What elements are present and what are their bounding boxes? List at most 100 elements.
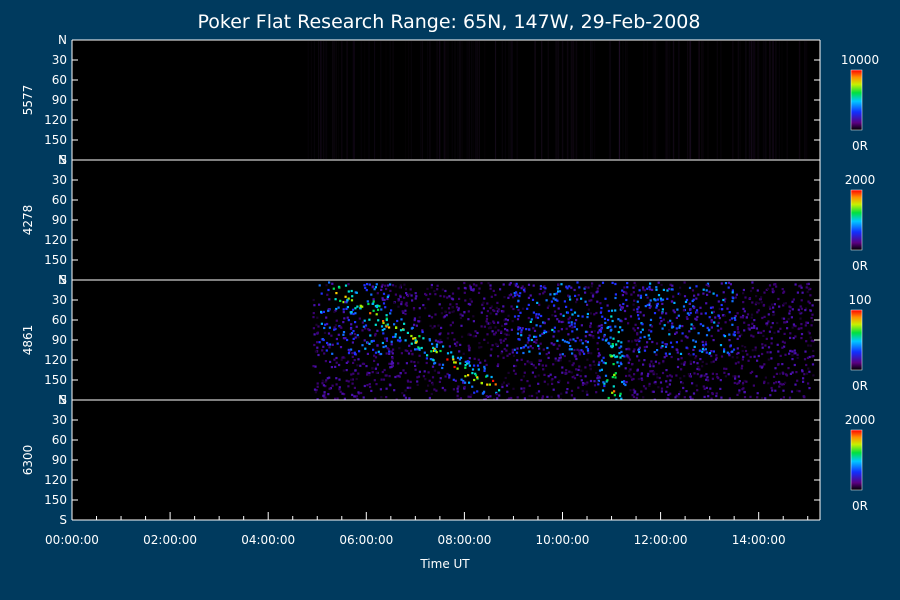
emission-pixel <box>661 345 664 348</box>
emission-pixel <box>507 382 510 385</box>
emission-pixel <box>522 351 525 355</box>
emission-pixel <box>520 347 523 350</box>
emission-pixel <box>511 320 514 323</box>
emission-pixel <box>500 330 503 333</box>
emission-pixel <box>532 364 535 367</box>
emission-pixel <box>708 316 711 319</box>
emission-pixel <box>584 335 587 338</box>
emission-pixel <box>770 342 773 345</box>
emission-pixel <box>493 397 496 401</box>
emission-pixel <box>485 315 489 318</box>
emission-pixel <box>318 303 321 306</box>
emission-pixel <box>533 340 536 343</box>
emission-pixel <box>513 283 516 286</box>
emission-pixel <box>560 328 563 331</box>
emission-pixel <box>665 369 668 372</box>
emission-pixel <box>581 342 584 345</box>
y-tick-label: 120 <box>44 113 67 127</box>
emission-pixel <box>539 342 542 345</box>
emission-pixel <box>670 300 673 303</box>
emission-pixel <box>526 380 529 383</box>
emission-pixel <box>715 294 719 297</box>
emission-pixel <box>693 345 696 348</box>
emission-pixel <box>735 293 738 296</box>
emission-streak <box>368 41 370 159</box>
emission-pixel <box>400 300 403 304</box>
emission-pixel <box>649 370 652 373</box>
emission-pixel <box>515 351 519 354</box>
emission-pixel <box>767 313 770 316</box>
emission-pixel <box>425 293 428 297</box>
emission-pixel <box>535 314 538 318</box>
emission-pixel <box>723 314 726 317</box>
emission-pixel <box>689 308 692 311</box>
emission-pixel <box>489 326 492 329</box>
emission-pixel <box>550 379 553 382</box>
emission-pixel <box>705 378 708 381</box>
emission-pixel <box>350 299 354 302</box>
emission-pixel <box>695 384 698 387</box>
emission-pixel <box>777 363 780 366</box>
emission-pixel <box>546 306 549 309</box>
emission-pixel <box>692 305 695 308</box>
emission-streak <box>752 41 754 159</box>
emission-pixel <box>444 375 447 378</box>
emission-pixel <box>701 347 705 351</box>
emission-pixel <box>386 323 389 326</box>
emission-pixel <box>527 346 530 349</box>
emission-pixel <box>800 323 803 326</box>
emission-pixel <box>802 380 805 383</box>
emission-streak <box>392 41 394 159</box>
emission-pixel <box>805 372 809 375</box>
emission-pixel <box>741 364 744 367</box>
emission-pixel <box>641 378 644 381</box>
emission-pixel <box>502 305 505 308</box>
emission-pixel <box>781 363 784 366</box>
emission-pixel <box>751 370 754 373</box>
emission-pixel <box>606 379 609 382</box>
emission-pixel <box>689 354 692 357</box>
emission-pixel <box>463 386 466 389</box>
emission-pixel <box>637 348 641 351</box>
emission-streak <box>781 41 783 159</box>
emission-pixel <box>539 287 542 290</box>
emission-pixel <box>451 306 454 309</box>
emission-pixel <box>791 300 794 303</box>
emission-pixel <box>607 318 610 322</box>
emission-pixel <box>382 345 385 349</box>
emission-pixel <box>783 321 786 324</box>
emission-pixel <box>585 345 588 349</box>
emission-pixel <box>435 351 438 354</box>
emission-pixel <box>663 356 666 359</box>
emission-pixel <box>384 306 387 309</box>
emission-pixel <box>320 322 323 325</box>
emission-pixel <box>767 346 771 349</box>
emission-pixel <box>375 371 378 374</box>
emission-pixel <box>534 366 537 369</box>
emission-pixel <box>323 326 326 330</box>
emission-pixel <box>420 346 423 350</box>
emission-pixel <box>581 389 584 392</box>
emission-pixel <box>628 370 631 373</box>
emission-streak <box>625 41 627 159</box>
emission-pixel <box>731 356 734 359</box>
emission-pixel <box>495 391 498 394</box>
x-tick-label: 00:00:00 <box>45 533 99 547</box>
emission-pixel <box>313 333 316 336</box>
emission-pixel <box>643 349 647 352</box>
emission-pixel <box>535 324 538 327</box>
emission-pixel <box>646 341 649 344</box>
emission-pixel <box>586 393 589 396</box>
emission-pixel <box>365 365 368 368</box>
emission-pixel <box>671 345 674 349</box>
y-tick-label: 90 <box>52 93 67 107</box>
emission-pixel <box>717 329 720 332</box>
emission-pixel <box>779 327 782 330</box>
emission-pixel <box>496 310 499 313</box>
emission-pixel <box>609 325 612 328</box>
emission-streak <box>404 41 406 159</box>
emission-pixel <box>613 354 616 357</box>
emission-pixel <box>325 284 328 287</box>
emission-pixel <box>497 363 500 366</box>
emission-pixel <box>595 311 598 315</box>
